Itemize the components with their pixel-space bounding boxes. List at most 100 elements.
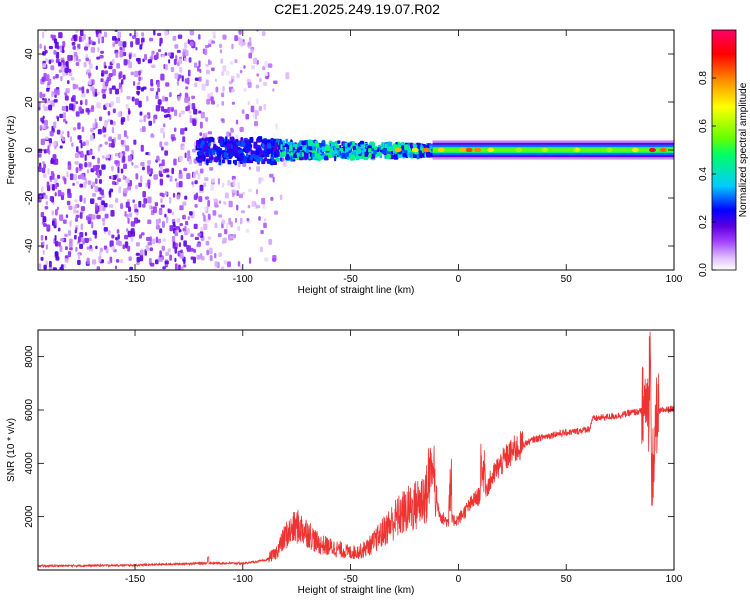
noise-blob	[54, 183, 58, 190]
noise-blob	[60, 192, 65, 196]
onset-blob	[316, 153, 320, 159]
noise-blob	[140, 175, 143, 183]
noise-blob	[143, 54, 148, 61]
noise-blob	[75, 167, 79, 174]
noise-blob	[177, 96, 181, 101]
onset-blob	[387, 146, 392, 152]
colorbar-frame	[711, 29, 737, 271]
noise-blob	[190, 247, 194, 252]
onset-blob	[256, 147, 262, 152]
noise-blob	[49, 130, 54, 137]
noise-blob	[172, 192, 176, 198]
noise-blob	[147, 179, 151, 186]
noise-blob	[67, 192, 72, 199]
noise-blob	[182, 51, 186, 58]
noise-blob	[109, 240, 114, 248]
noise-blob	[50, 159, 55, 165]
noise-blob	[214, 204, 219, 208]
noise-blob	[40, 234, 44, 241]
noise-blob	[119, 46, 123, 51]
noise-blob	[199, 132, 203, 137]
noise-blob	[91, 105, 95, 110]
noise-blob	[77, 259, 81, 265]
noise-blob	[44, 119, 48, 127]
onset-blob	[264, 144, 268, 149]
snr-y-tick-label: 6000	[24, 398, 35, 421]
tone-peak	[394, 147, 402, 153]
noise-blob	[160, 198, 163, 204]
noise-blob	[46, 84, 51, 89]
noise-blob	[156, 52, 159, 60]
noise-blob	[255, 84, 259, 89]
noise-blob	[183, 264, 187, 268]
onset-blob	[296, 147, 300, 153]
noise-blob	[157, 87, 161, 93]
tone-peak	[474, 147, 482, 153]
tone-peak	[459, 147, 467, 153]
onset-blob	[227, 159, 232, 165]
noise-blob	[148, 37, 154, 42]
snr-x-tick-label: -150	[125, 574, 145, 585]
snr-x-ticks: -150 -100 -50 0 50 100	[125, 330, 683, 585]
noise-blob	[212, 35, 217, 39]
noise-blob	[91, 41, 96, 46]
onset-blob	[214, 156, 219, 163]
noise-blob	[54, 209, 58, 216]
onset-blob	[352, 145, 356, 150]
noise-blob	[196, 243, 201, 248]
noise-blob	[203, 214, 206, 222]
noise-blob	[152, 206, 157, 214]
onset-blob	[244, 149, 249, 154]
onset-blob	[258, 152, 262, 157]
onset-blob	[384, 143, 388, 149]
onset-blob	[212, 137, 215, 143]
noise-blob	[191, 181, 194, 185]
noise-blob	[88, 237, 92, 242]
tone-band-layer	[432, 148, 674, 152]
noise-blob	[52, 154, 57, 161]
noise-blob	[103, 134, 107, 138]
noise-blob	[213, 267, 216, 270]
noise-blob	[155, 105, 160, 112]
noise-blob	[53, 50, 57, 55]
noise-blob	[101, 189, 104, 196]
spectrogram-heatmap	[38, 30, 674, 270]
noise-blob	[88, 37, 91, 45]
noise-blob	[180, 266, 184, 270]
noise-blob	[147, 160, 151, 165]
noise-blob	[157, 99, 162, 105]
noise-blob	[62, 65, 67, 69]
noise-blob	[193, 223, 198, 230]
onset-blob	[349, 141, 353, 146]
noise-blob	[54, 94, 57, 98]
noise-blob	[67, 230, 72, 236]
noise-blob	[109, 87, 113, 95]
noise-blob	[174, 263, 178, 270]
noise-blob	[130, 221, 136, 227]
noise-blob	[163, 108, 168, 113]
onset-blob	[372, 142, 375, 147]
noise-blob	[83, 181, 87, 189]
noise-blob	[45, 200, 48, 206]
onset-blob	[351, 150, 354, 155]
noise-blob	[40, 211, 45, 218]
noise-blob	[54, 158, 59, 165]
noise-blob	[122, 244, 126, 250]
noise-blob	[123, 130, 127, 138]
noise-blob	[159, 228, 163, 234]
noise-blob	[57, 189, 62, 197]
noise-blob	[50, 65, 55, 71]
noise-blob	[48, 104, 53, 111]
noise-blob	[119, 51, 124, 58]
noise-blob	[108, 73, 113, 78]
noise-blob	[45, 244, 48, 250]
noise-blob	[261, 197, 266, 205]
noise-blob	[88, 80, 92, 85]
noise-blob	[160, 127, 165, 134]
noise-blob	[96, 102, 101, 109]
noise-blob	[239, 69, 243, 74]
chart-title: C2E1.2025.249.19.07.R02	[274, 1, 440, 17]
colorbar-label: Normalized spectral amplitude	[738, 82, 749, 217]
onset-blob	[258, 157, 264, 162]
noise-blob	[95, 167, 100, 173]
